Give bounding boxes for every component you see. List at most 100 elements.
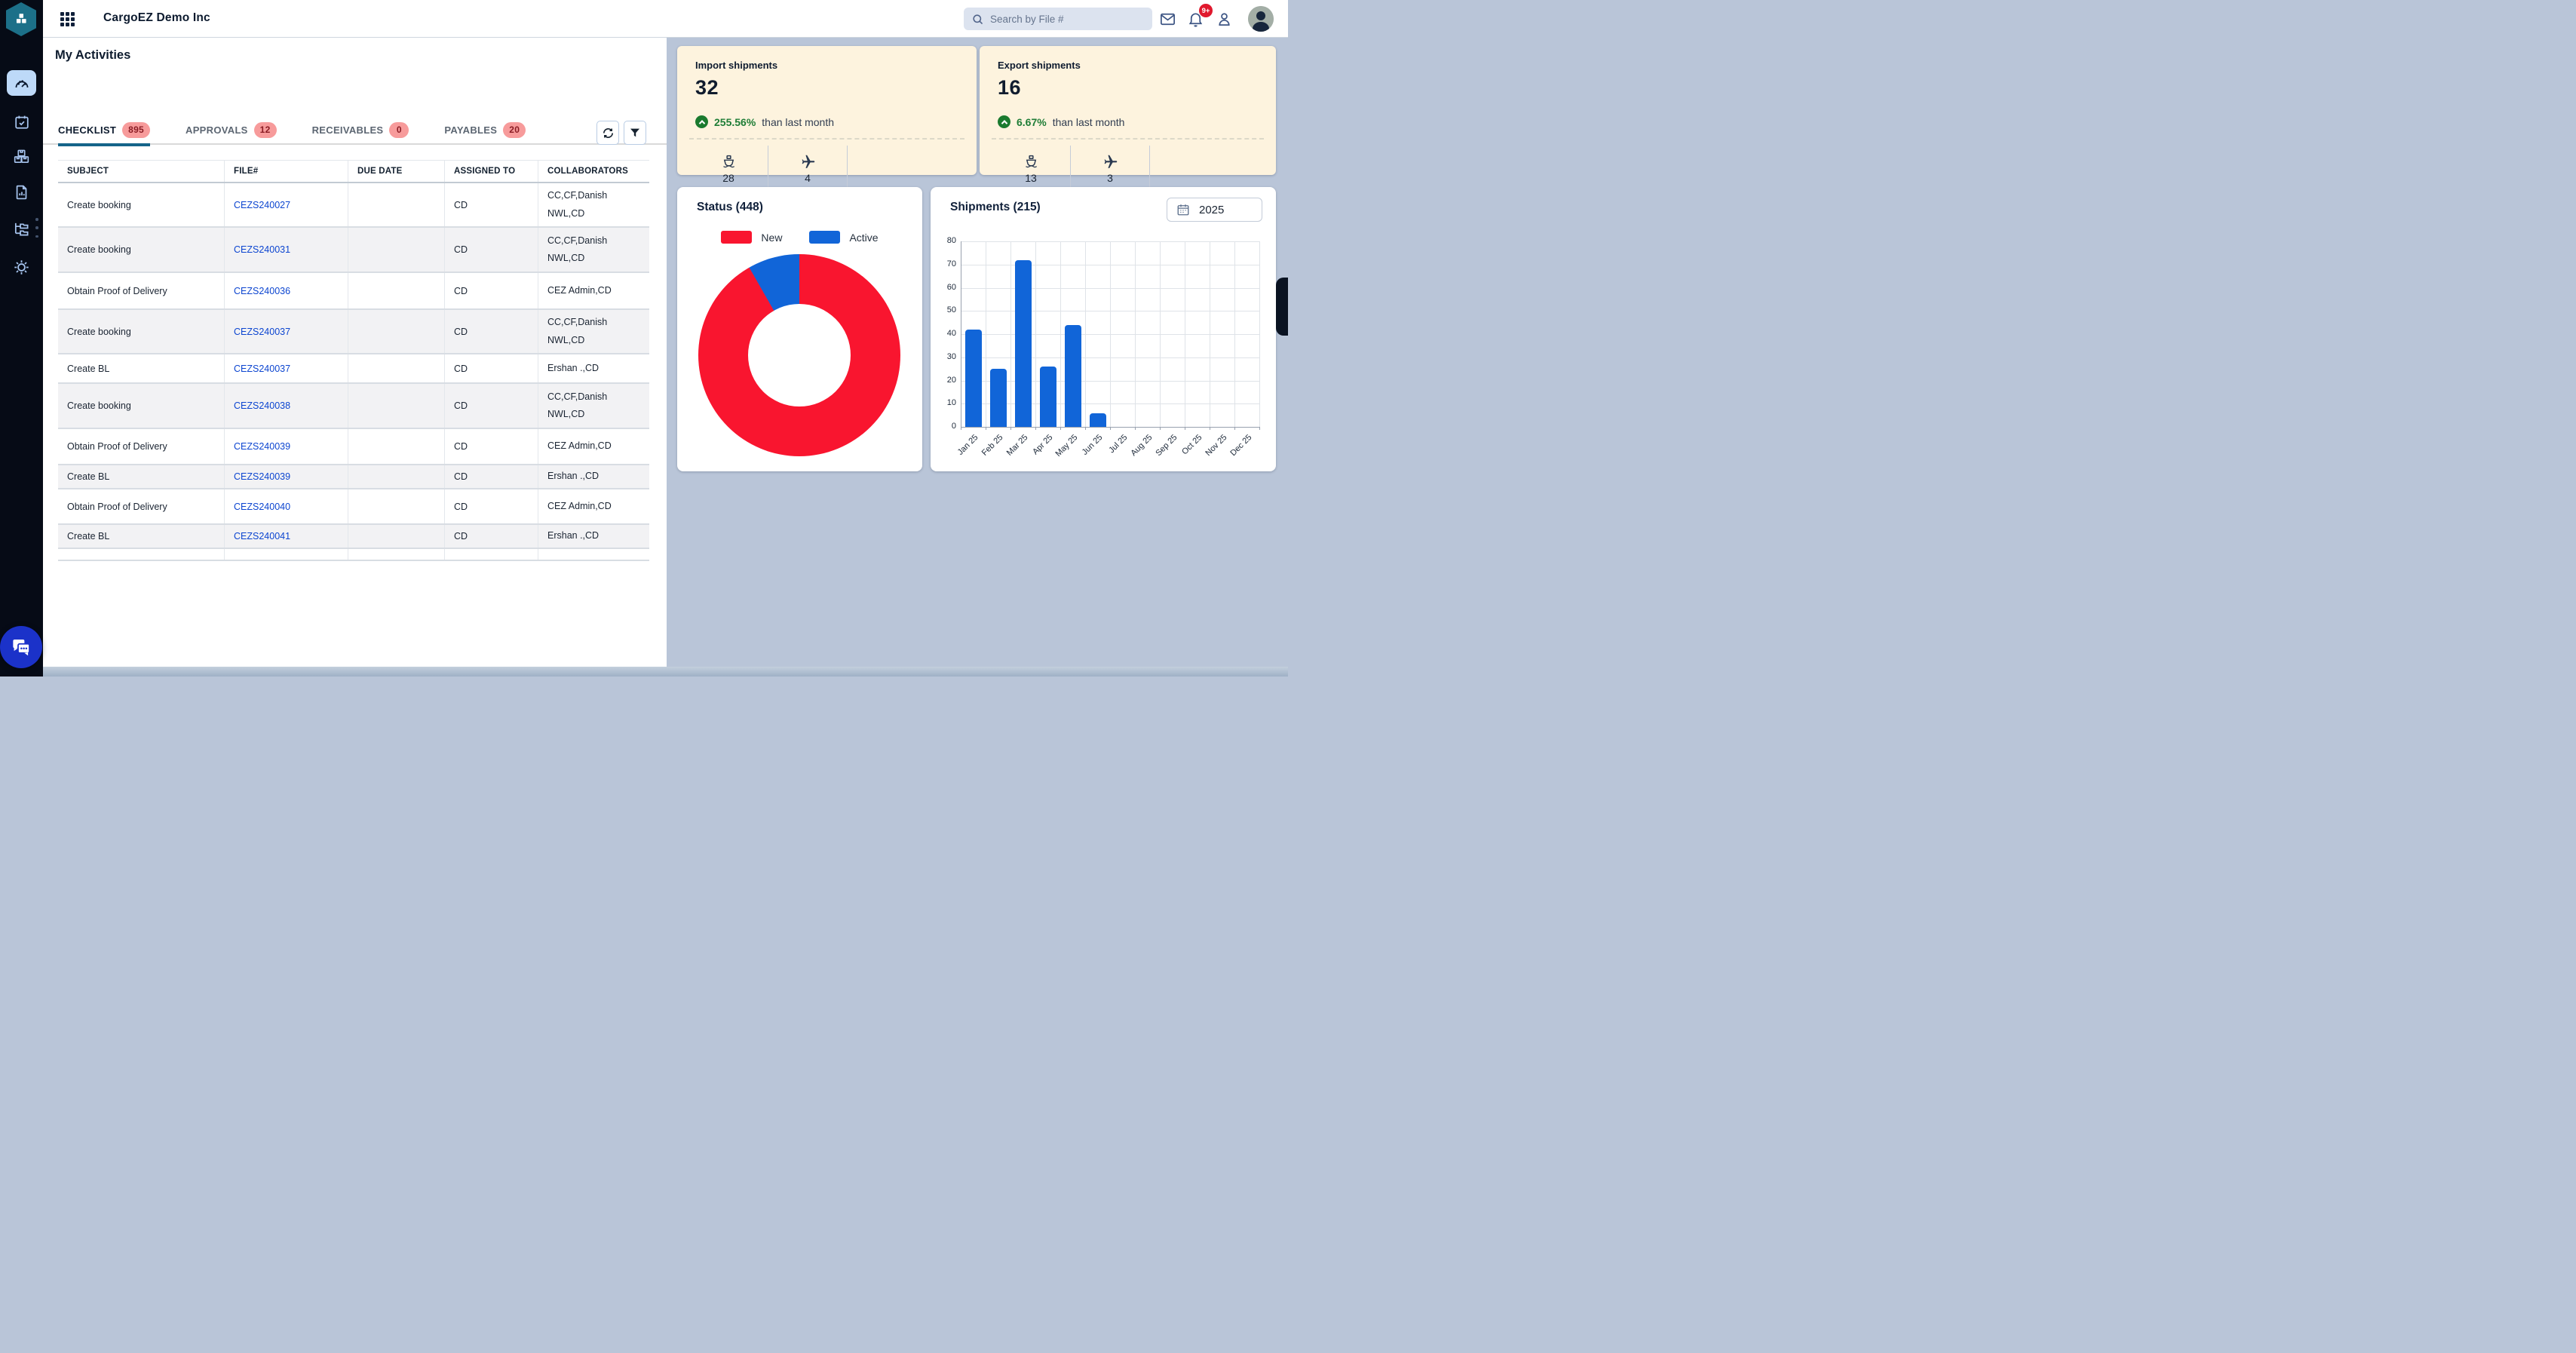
x-axis-tick [1060,427,1061,430]
cell-collaborators: CEZ Admin,CD [547,284,612,296]
column-header[interactable]: COLLABORATORS [547,167,628,176]
cell-due-date [348,273,445,308]
x-axis-tick [1110,427,1111,430]
bar-jun-25[interactable] [1089,413,1106,427]
report-file-icon [14,184,30,201]
x-axis-tick [1035,427,1036,430]
sidebar-item-settings-gear[interactable] [0,253,43,281]
bar-apr-25[interactable] [1039,367,1056,427]
cell-due-date [348,429,445,464]
tab-payables[interactable]: PAYABLES 20 [444,118,526,142]
cell-due-date [348,384,445,428]
ship-icon [721,154,737,170]
apps-grid-icon[interactable] [60,12,75,26]
cell-assigned-to: CD [445,465,538,488]
file-number-link[interactable]: CEZS240036 [234,285,291,296]
file-number-link[interactable]: CEZS240027 [234,199,291,210]
sidebar-overflow-dots[interactable] [35,218,39,238]
tab-count-badge: 20 [503,121,526,138]
tab-count-badge: 0 [389,121,409,138]
avatar[interactable] [1248,6,1274,32]
bar-feb-25[interactable] [989,369,1007,427]
sidebar-item-report-file[interactable] [0,179,43,206]
bar-may-25[interactable] [1064,324,1081,427]
file-number-link[interactable]: CEZS240037 [234,326,291,337]
user-icon[interactable] [1216,11,1233,28]
table-row: Obtain Proof of Delivery CEZS240036 CD CEZ … [58,273,649,310]
y-axis-tick-label: 0 [951,422,956,431]
sidebar-item-folder-tree[interactable] [0,216,43,243]
search-box[interactable] [964,8,1152,30]
legend-swatch [809,231,841,244]
cell-assigned-to: CD [445,354,538,382]
column-header[interactable]: SUBJECT [58,161,225,182]
export-sea-count: 13 [1025,172,1037,184]
sidebar [0,0,43,676]
file-number-link[interactable]: CEZS240041 [234,531,291,542]
cell-due-date [348,489,445,523]
side-panel-handle[interactable] [1276,278,1288,336]
refresh-button[interactable] [596,121,619,145]
app-logo-icon[interactable] [6,2,36,36]
boxes-icon [13,148,30,165]
file-number-link[interactable]: CEZS240038 [234,400,291,411]
my-activities-panel: My Activities CHECKLIST 895 APPROVALS 12 REC… [43,38,667,667]
legend-item-active[interactable]: Active [809,231,879,244]
file-number-link[interactable]: CEZS240037 [234,363,291,374]
export-card-title: Export shipments [998,60,1081,71]
table-row-empty [58,549,649,561]
sidebar-item-boxes[interactable] [0,143,43,170]
legend-item-new[interactable]: New [721,231,782,244]
cell-file-link: CEZS240040 [225,489,348,523]
chat-fab[interactable] [0,626,42,668]
table-toolbar [596,121,646,145]
status-chart-title: Status (448) [697,201,763,213]
file-number-link[interactable]: CEZS240039 [234,441,291,452]
cell-collaborators: CEZ Admin,CD [547,500,612,511]
cell-collaborators: Ershan .,CD [547,530,600,542]
tab-label: PAYABLES [444,124,498,136]
cell-due-date [348,228,445,272]
export-shipments-card: Export shipments 16 6.67% than last mont… [980,46,1276,192]
cell-subject: Obtain Proof of Delivery [58,429,225,464]
status-donut-chart[interactable] [698,254,900,456]
cell-subject: Create booking [58,384,225,428]
tab-count-badge: 895 [122,121,151,138]
sidebar-item-dashboard[interactable] [0,69,43,97]
calendar-icon [1176,203,1190,216]
cell-file-link: CEZS240036 [225,273,348,308]
bell-icon[interactable] [1187,11,1204,28]
bar-mar-25[interactable] [1014,259,1032,427]
export-air-count: 3 [1107,172,1113,184]
year-select[interactable]: 2025 [1167,198,1262,222]
file-number-link[interactable]: CEZS240031 [234,244,291,255]
cell-file-link: CEZS240039 [225,429,348,464]
file-number-link[interactable]: CEZS240039 [234,471,291,482]
shipments-bar-chart[interactable]: 0 10 20 30 40 50 60 70 80 Jan 25 Feb 25 Mar 25 Apr 2… [947,236,1260,459]
calendar-check-icon [14,114,30,130]
mail-icon[interactable] [1159,11,1176,28]
shipments-chart-card: Shipments (215) 2025 0 10 20 30 40 50 60 70 80 Ja… [931,187,1276,471]
bar-jan-25[interactable] [964,329,982,427]
table-row: Create booking CEZS240038 CD CC,CF,Danish N… [58,384,649,429]
filter-button[interactable] [624,121,646,145]
cell-due-date [348,525,445,548]
cell-assigned-to: CD [445,183,538,226]
tab-approvals[interactable]: APPROVALS 12 [186,118,277,142]
horizontal-scrollbar[interactable] [43,667,1288,676]
file-number-link[interactable]: CEZS240040 [234,501,291,512]
column-header[interactable]: DUE DATE [348,161,445,182]
divider [992,138,1264,140]
tab-receivables[interactable]: RECEIVABLES 0 [312,118,409,142]
column-header[interactable]: ASSIGNED TO [445,161,538,182]
x-axis-tick [1259,427,1260,430]
table-row: Create BL CEZS240037 CD Ershan .,CD [58,354,649,384]
cell-file-link: CEZS240041 [225,525,348,548]
cell-assigned-to: CD [445,489,538,523]
cell-file-link: CEZS240038 [225,384,348,428]
sidebar-item-calendar-check[interactable] [0,109,43,136]
y-axis-tick-label: 80 [946,236,956,245]
tab-checklist[interactable]: CHECKLIST 895 [58,118,151,146]
column-header[interactable]: FILE# [225,161,348,182]
search-input[interactable] [990,13,1145,25]
